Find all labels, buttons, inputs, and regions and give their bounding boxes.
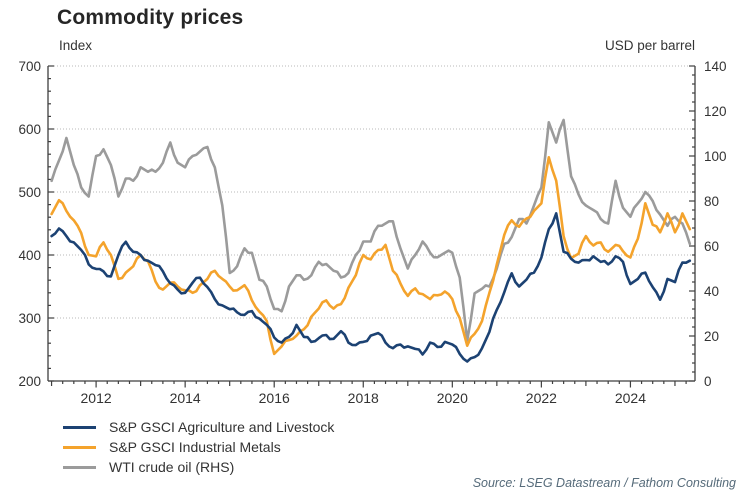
legend-item-agriculture: S&P GSCI Agriculture and Livestock bbox=[63, 417, 334, 437]
legend-item-metals: S&P GSCI Industrial Metals bbox=[63, 437, 334, 457]
x-axis-year-label: 2022 bbox=[526, 390, 557, 406]
x-axis-year-label: 2012 bbox=[81, 390, 112, 406]
right-axis-unit-label: USD per barrel bbox=[604, 38, 695, 53]
left-axis-tick-label: 500 bbox=[18, 185, 41, 200]
x-axis-year-label: 2018 bbox=[348, 390, 379, 406]
legend-label-wti: WTI crude oil (RHS) bbox=[109, 459, 235, 475]
series-line-wti-crude-oil bbox=[50, 118, 692, 342]
left-axis-tick-label: 400 bbox=[18, 248, 41, 263]
x-axis-year-label: 2016 bbox=[259, 390, 290, 406]
metals-line-swatch bbox=[63, 445, 96, 449]
right-axis-tick-label: 40 bbox=[704, 284, 719, 299]
x-axis-year-label: 2014 bbox=[170, 390, 201, 406]
right-axis-tick-label: 0 bbox=[704, 374, 712, 389]
x-axis-year-label: 2020 bbox=[437, 390, 468, 406]
right-axis-tick-label: 100 bbox=[704, 149, 727, 164]
series-line-agriculture-livestock bbox=[50, 212, 692, 363]
source-attribution: Source: LSEG Datastream / Fathom Consult… bbox=[472, 476, 736, 490]
chart-legend: S&P GSCI Agriculture and Livestock S&P G… bbox=[63, 417, 334, 477]
legend-label-metals: S&P GSCI Industrial Metals bbox=[109, 439, 281, 455]
right-axis-tick-label: 140 bbox=[704, 59, 727, 74]
right-axis-tick-label: 120 bbox=[704, 104, 727, 119]
right-axis-tick-label: 80 bbox=[704, 194, 719, 209]
left-axis-tick-label: 200 bbox=[18, 374, 41, 389]
wti-line-swatch bbox=[63, 465, 96, 469]
x-axis-year-label: 2024 bbox=[615, 390, 646, 406]
legend-label-agriculture: S&P GSCI Agriculture and Livestock bbox=[109, 419, 335, 435]
chart-title: Commodity prices bbox=[57, 6, 244, 29]
agriculture-line-swatch bbox=[63, 425, 96, 429]
left-axis-tick-label: 600 bbox=[18, 122, 41, 137]
left-axis-unit-label: Index bbox=[59, 38, 93, 53]
left-axis-tick-label: 700 bbox=[18, 59, 41, 74]
right-axis-tick-label: 60 bbox=[704, 239, 719, 254]
right-axis-tick-label: 20 bbox=[704, 329, 719, 344]
legend-item-wti: WTI crude oil (RHS) bbox=[63, 457, 334, 477]
left-axis-tick-label: 300 bbox=[18, 311, 41, 326]
series-line-industrial-metals bbox=[50, 156, 692, 356]
